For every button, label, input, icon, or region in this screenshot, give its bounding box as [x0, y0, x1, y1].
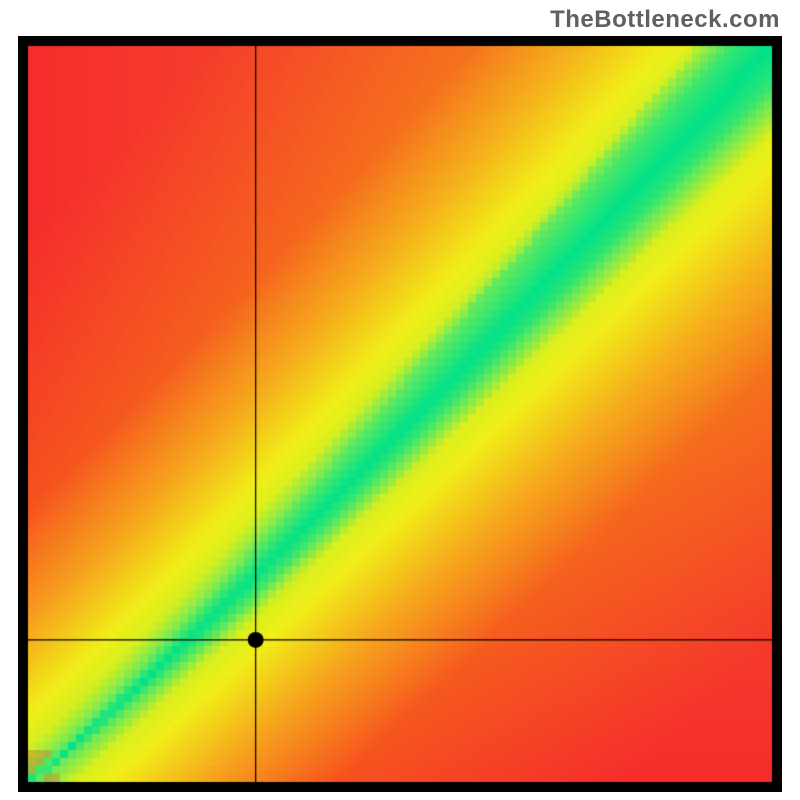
- chart-container: TheBottleneck.com: [0, 0, 800, 800]
- plot-frame: [18, 36, 782, 792]
- watermark: TheBottleneck.com: [550, 6, 780, 34]
- heatmap-canvas: [18, 36, 782, 792]
